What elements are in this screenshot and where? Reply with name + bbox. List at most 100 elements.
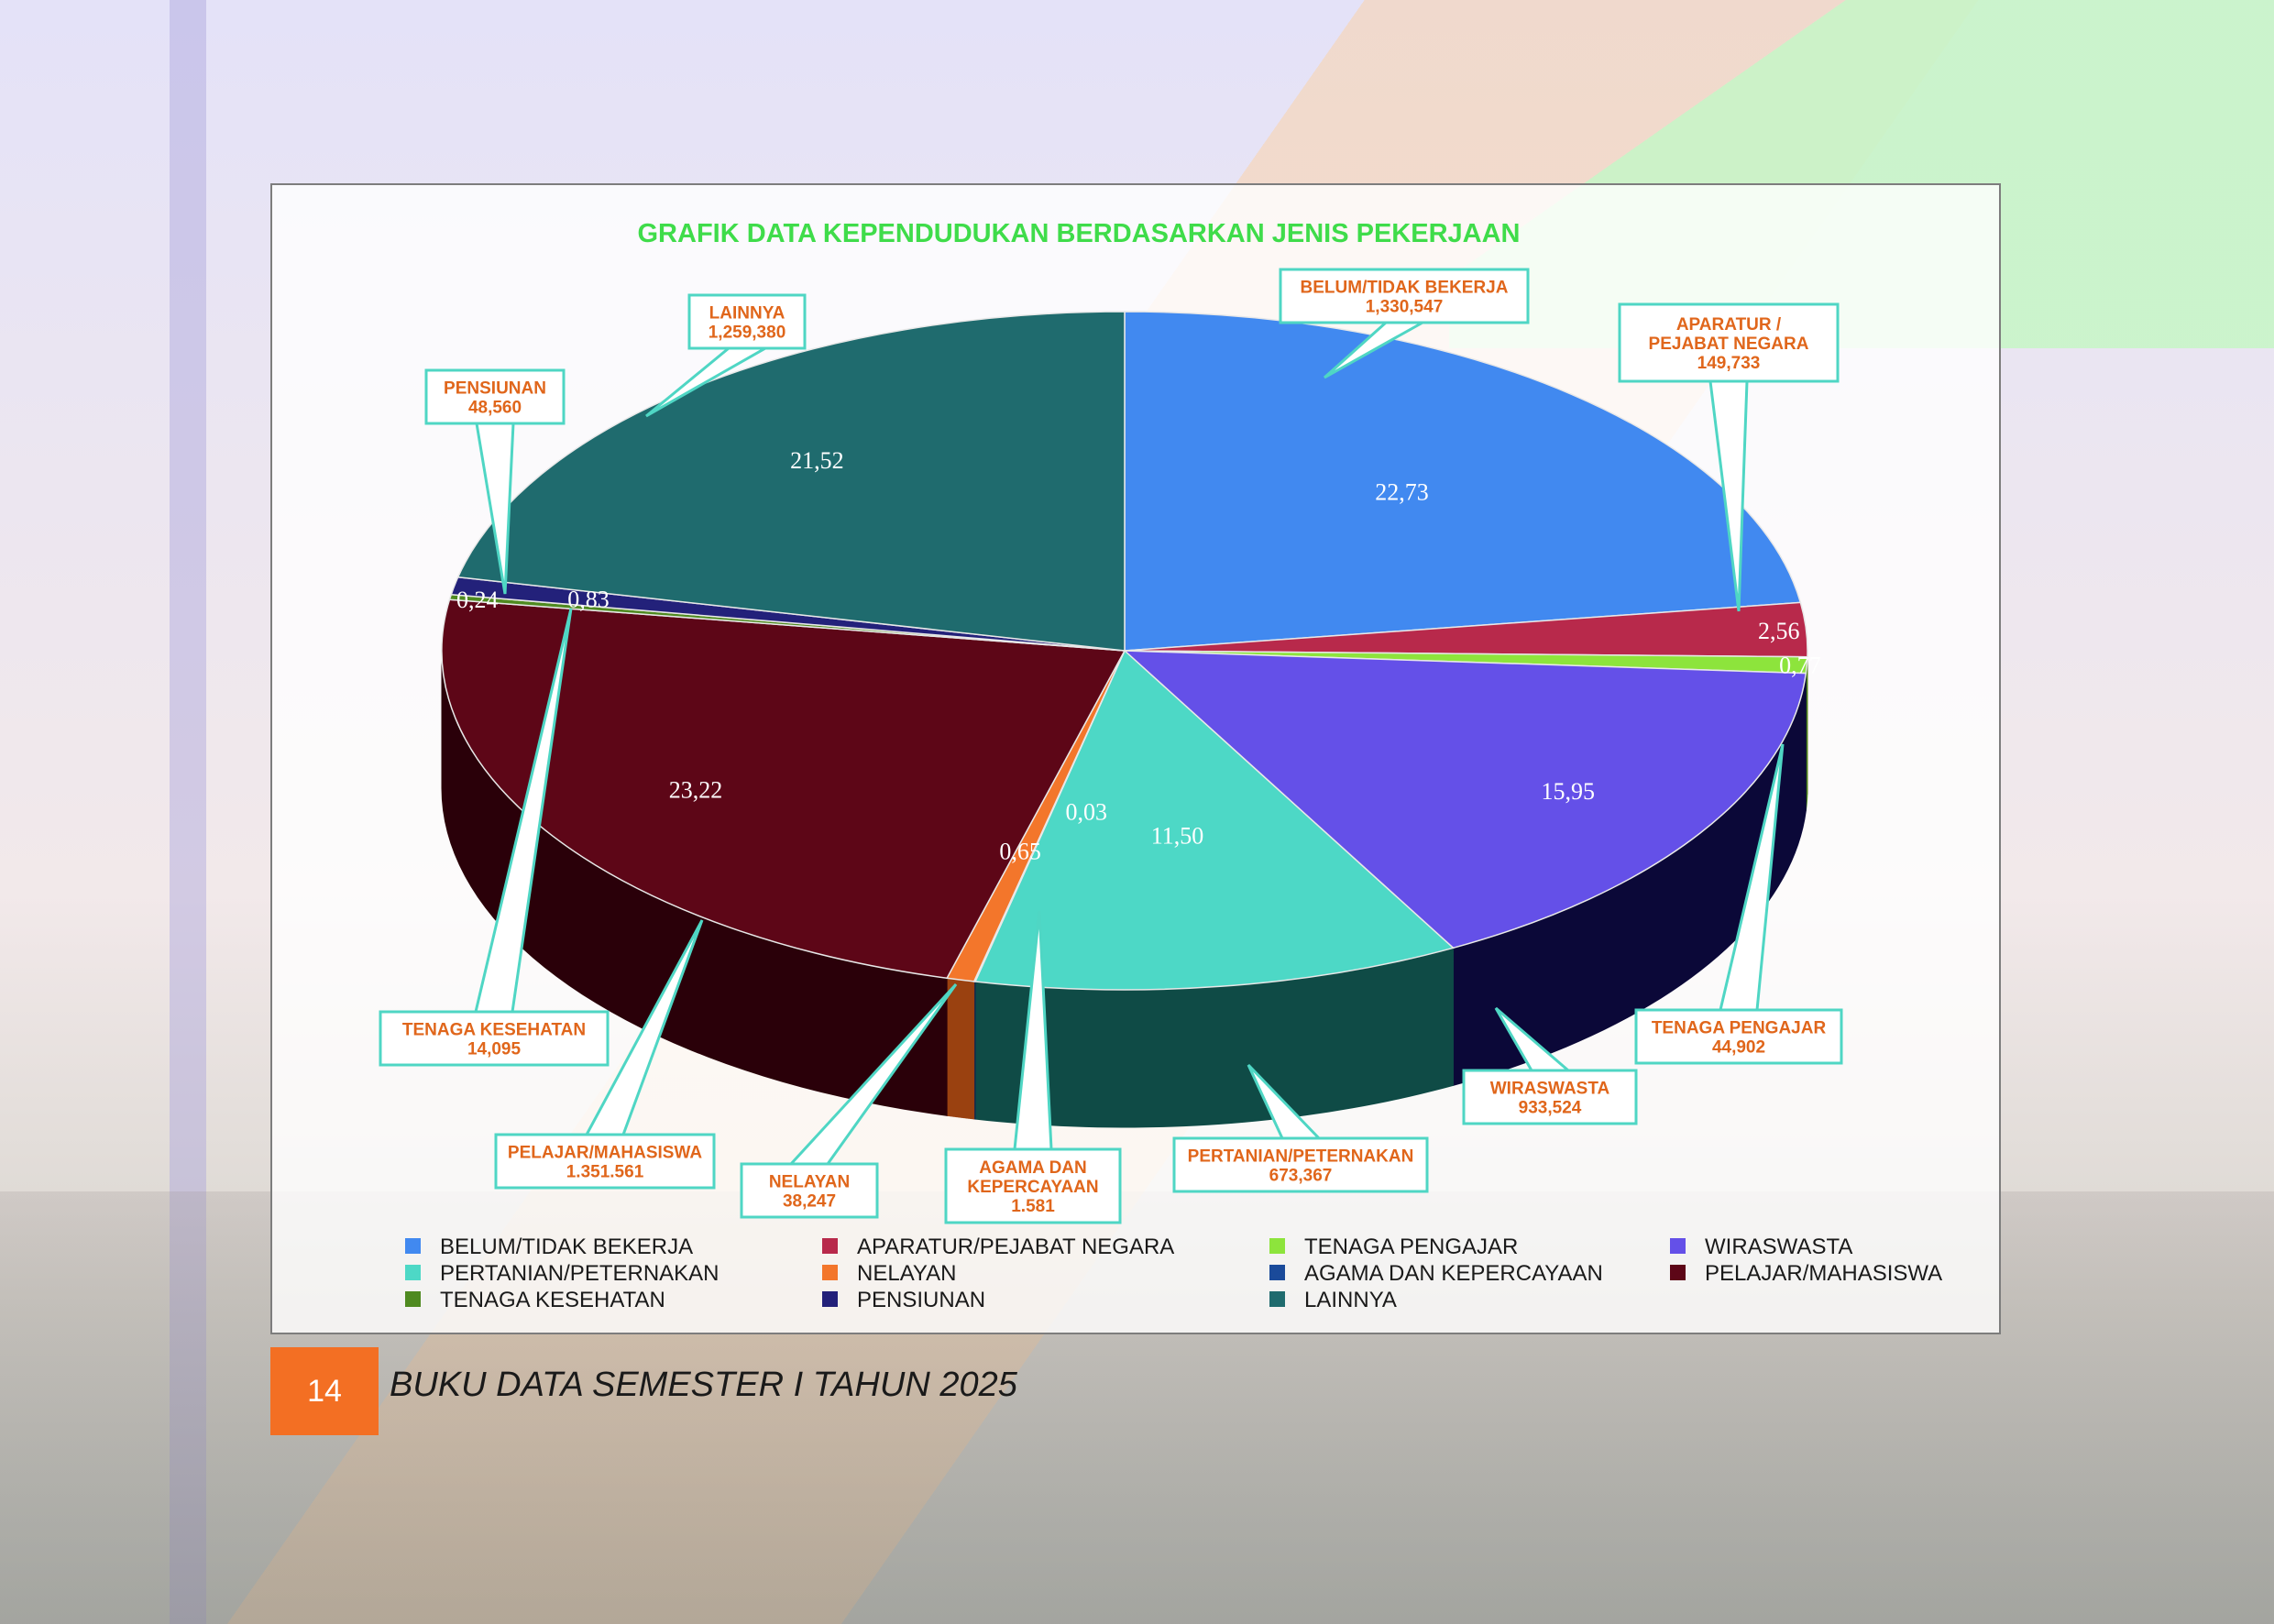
data-label-tenaga-pengajar: 0,77 xyxy=(1779,653,1821,679)
legend-item-pensiunan: PENSIUNAN xyxy=(822,1288,985,1312)
chart-legend: BELUM/TIDAK BEKERJA APARATUR/PEJABAT NEGA… xyxy=(405,1234,1942,1312)
callout-label: NELAYAN xyxy=(769,1173,850,1192)
callout-box xyxy=(1634,1008,1843,1065)
callout-label: APARATUR / xyxy=(1676,315,1782,335)
callout-label: PELAJAR/MAHASISWA xyxy=(508,1144,702,1163)
legend-swatch xyxy=(1269,1291,1285,1307)
callout-value: 933,524 xyxy=(1519,1099,1582,1118)
pie-slice-pertanian-peternakan xyxy=(973,649,1456,991)
legend-item-agama-dan-kepercayaan: AGAMA DAN KEPERCAYAAN xyxy=(1269,1261,1603,1286)
callout-label: AGAMA DAN xyxy=(979,1158,1087,1178)
callout-value: 1.581 xyxy=(1011,1197,1055,1216)
legend-swatch xyxy=(405,1265,421,1280)
callout-value: 44,902 xyxy=(1712,1038,1765,1058)
callout-value: 48,560 xyxy=(468,399,522,418)
callout-box xyxy=(687,293,807,350)
legend-item-tenaga-kesehatan: TENAGA KESEHATAN xyxy=(405,1288,665,1312)
callout-box xyxy=(1172,1136,1429,1193)
legend-item-tenaga-pengajar: TENAGA PENGAJAR xyxy=(1269,1234,1518,1259)
data-label-aparatur-pejabat-negara: 2,56 xyxy=(1758,618,1800,644)
legend-swatch xyxy=(822,1238,838,1254)
legend-label: AGAMA DAN KEPERCAYAAN xyxy=(1304,1261,1603,1286)
pie-slice-pelajar-mahasiswa xyxy=(441,598,1126,980)
pie-slice-belum-tidak-bekerja xyxy=(1124,311,1802,652)
data-label-tenaga-kesehatan: 0,24 xyxy=(456,587,499,613)
legend-item-nelayan: NELAYAN xyxy=(822,1261,956,1286)
legend-item-lainnya: LAINNYA xyxy=(1269,1288,1397,1312)
callout-label: KEPERCAYAAN xyxy=(967,1178,1098,1197)
page-number: 14 xyxy=(270,1347,379,1435)
callout-box xyxy=(944,1147,1122,1224)
legend-swatch xyxy=(822,1291,838,1307)
data-label-pelajar-mahasiswa: 23,22 xyxy=(669,777,723,804)
data-label-wiraswasta: 15,95 xyxy=(1541,778,1595,805)
legend-label: TENAGA KESEHATAN xyxy=(440,1288,665,1312)
legend-swatch xyxy=(822,1265,838,1280)
legend-label: PENSIUNAN xyxy=(857,1288,985,1312)
data-label-lainnya: 21,52 xyxy=(790,447,844,474)
callout-label: PEJABAT NEGARA xyxy=(1649,335,1809,354)
data-label-pensiunan: 0,83 xyxy=(567,586,610,612)
legend-item-pertanian-peternakan: PERTANIAN/PETERNAKAN xyxy=(405,1261,720,1286)
callout-box xyxy=(1462,1069,1638,1125)
callout-value: 38,247 xyxy=(783,1192,836,1212)
data-label-belum-tidak-bekerja: 22,73 xyxy=(1375,479,1429,506)
callout-label: TENAGA PENGAJAR xyxy=(1652,1019,1827,1038)
legend-swatch xyxy=(1269,1265,1285,1280)
callout-value: 1,330,547 xyxy=(1366,298,1444,317)
chart-frame: GRAFIK DATA KEPENDUDUKAN BERDASARKAN JEN… xyxy=(270,183,2001,1334)
legend-label: APARATUR/PEJABAT NEGARA xyxy=(857,1234,1174,1259)
data-label-agama-dan-kepercayaan: 0,03 xyxy=(1065,799,1107,826)
legend-label: TENAGA PENGAJAR xyxy=(1304,1234,1518,1259)
callout-box xyxy=(424,368,566,425)
pie-chart: GRAFIK DATA KEPENDUDUKAN BERDASARKAN JEN… xyxy=(379,219,1942,1312)
data-label-nelayan: 0,65 xyxy=(999,838,1041,864)
legend-label: LAINNYA xyxy=(1304,1288,1397,1312)
pie-tops xyxy=(441,311,1808,991)
data-label-pertanian-peternakan: 11,50 xyxy=(1151,823,1204,850)
callout-box xyxy=(494,1133,716,1190)
callout-label: LAINNYA xyxy=(709,304,785,324)
legend-swatch xyxy=(1670,1265,1686,1280)
callout-label: BELUM/TIDAK BEKERJA xyxy=(1301,279,1509,298)
legend-swatch xyxy=(405,1238,421,1254)
callout-value: 1,259,380 xyxy=(709,324,786,343)
legend-item-aparatur-pejabat-negara: APARATUR/PEJABAT NEGARA xyxy=(822,1234,1174,1259)
pie-slice-wiraswasta xyxy=(1122,650,1807,949)
legend-item-wiraswasta: WIRASWASTA xyxy=(1670,1234,1852,1259)
legend-item-pelajar-mahasiswa: PELAJAR/MAHASISWA xyxy=(1670,1261,1942,1286)
legend-item-belum-tidak-bekerja: BELUM/TIDAK BEKERJA xyxy=(405,1234,693,1259)
chart-title: GRAFIK DATA KEPENDUDUKAN BERDASARKAN JEN… xyxy=(638,219,1521,248)
callout-label: WIRASWASTA xyxy=(1490,1080,1610,1099)
legend-label: PERTANIAN/PETERNAKAN xyxy=(440,1261,720,1286)
legend-swatch xyxy=(1670,1238,1686,1254)
pie-data-labels: 22,73 2,56 0,77 15,95 11,50 0,03 0,65 23,22 0,24… xyxy=(456,447,1821,864)
callout-label: TENAGA KESEHATAN xyxy=(402,1021,586,1040)
callout-label: PENSIUNAN xyxy=(444,379,546,399)
legend-swatch xyxy=(405,1291,421,1307)
legend-label: NELAYAN xyxy=(857,1261,956,1286)
callout-value: 14,095 xyxy=(467,1040,522,1059)
callout-box xyxy=(740,1162,879,1219)
footer-title: BUKU DATA SEMESTER I TAHUN 2025 xyxy=(390,1366,1017,1404)
callout-value: 673,367 xyxy=(1269,1167,1333,1186)
callout-value: 149,733 xyxy=(1697,354,1761,373)
legend-swatch xyxy=(1269,1238,1285,1254)
callout-box xyxy=(1618,302,1840,383)
legend-label: WIRASWASTA xyxy=(1705,1234,1852,1259)
callout-value: 1.351.561 xyxy=(566,1163,644,1182)
legend-label: PELAJAR/MAHASISWA xyxy=(1705,1261,1942,1286)
callout-box xyxy=(379,1010,610,1067)
